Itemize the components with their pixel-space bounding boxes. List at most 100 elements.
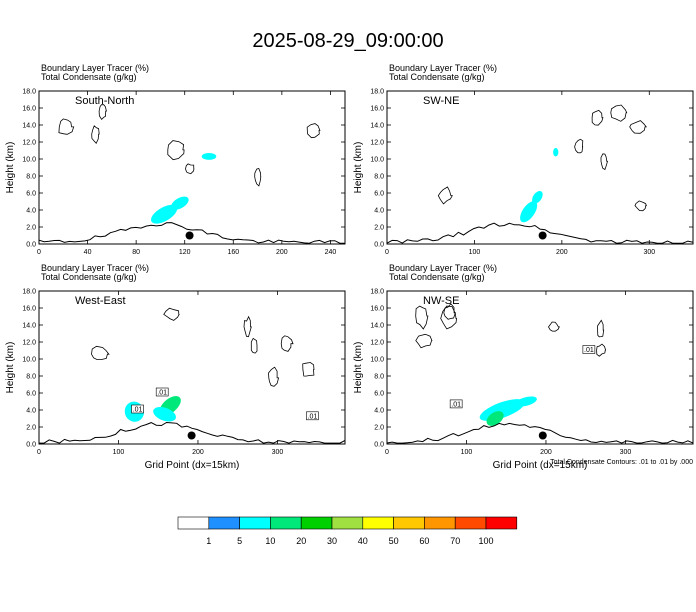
x-tick-label: 240 [325,249,337,256]
panel-header-line2: Total Condensate (g/kg) [389,72,485,82]
condensate-contour [250,337,258,354]
y-tick-label: 0.0 [374,442,384,449]
y-tick-label: 16.0 [22,106,36,113]
condensate-contour [163,307,180,321]
y-tick-label: 2.0 [26,225,36,232]
contour-label: .01 [584,347,594,354]
y-tick-label: 12.0 [370,140,384,147]
x-axis-label: Grid Point (dx=15km) [493,460,588,471]
panel-header-line2: Total Condensate (g/kg) [41,72,137,82]
condensate-contour [91,345,110,360]
location-marker [185,231,194,240]
x-tick-label: 200 [276,249,288,256]
chart-panel: Boundary Layer Tracer (%)Total Condensat… [5,263,346,471]
y-tick-label: 12.0 [22,340,36,347]
y-tick-label: 18.0 [22,89,36,96]
x-tick-label: 300 [620,449,632,456]
tracer-blob [201,153,217,160]
y-tick-label: 14.0 [22,323,36,330]
panel-header-line1: Boundary Layer Tracer (%) [41,263,149,273]
condensate-contour [600,153,609,171]
x-tick-label: 100 [461,449,473,456]
colorbar-label: 70 [450,536,460,546]
tracer-blob [171,196,189,210]
y-tick-label: 2.0 [26,425,36,432]
contour-label: .01 [133,407,143,414]
y-tick-label: 10.0 [370,157,384,164]
y-axis-label: Height (km) [353,342,364,394]
y-tick-label: 18.0 [22,289,36,296]
contour-label-box [449,399,463,409]
contour-label: .01 [157,390,167,397]
plot-area [387,291,693,444]
panel-label: SW-NE [423,95,459,107]
colorbar-label: 20 [296,536,306,546]
condensate-contour [548,321,560,332]
plot-area [39,91,345,244]
plot-frame [386,290,694,445]
plot-area [39,291,345,444]
x-tick-label: 0 [37,449,41,456]
y-tick-label: 8.0 [26,374,36,381]
plot-frame [38,90,346,245]
y-tick-label: 10.0 [22,157,36,164]
y-tick-label: 8.0 [374,174,384,181]
condensate-contour [415,333,433,349]
condensate-contour [254,168,262,187]
colorbar-label: 30 [327,536,337,546]
condensate-contour [440,305,458,330]
y-tick-label: 4.0 [374,208,384,215]
panel-header-line1: Boundary Layer Tracer (%) [41,63,149,73]
plot-area [387,91,693,244]
y-tick-label: 2.0 [374,225,384,232]
y-tick-label: 14.0 [370,323,384,330]
colorbar-swatch [424,516,456,530]
tracer-blob [532,191,543,204]
colorbar-swatch [485,516,518,530]
tracer-blob [553,147,559,157]
colorbar-label: 40 [358,536,368,546]
terrain-profile [386,422,694,444]
panel-header-line1: Boundary Layer Tracer (%) [389,263,497,273]
y-tick-label: 16.0 [370,306,384,313]
colorbar-swatch [331,516,364,530]
y-tick-label: 4.0 [26,208,36,215]
colorbar-swatch [208,516,240,530]
y-tick-label: 0.0 [374,242,384,249]
condensate-contour [185,163,195,175]
colorbar-label: 5 [237,536,242,546]
y-tick-label: 6.0 [374,391,384,398]
panel-header-line1: Boundary Layer Tracer (%) [389,63,497,73]
y-tick-label: 12.0 [370,340,384,347]
condensate-contour [634,200,647,212]
location-marker [187,431,196,440]
panel-label: West-East [75,295,126,307]
x-tick-label: 0 [37,249,41,256]
condensate-contour [415,305,429,330]
tracer-blob [515,396,537,407]
y-tick-label: 2.0 [374,425,384,432]
y-tick-label: 14.0 [22,123,36,130]
y-axis-label: Height (km) [5,142,16,194]
colorbar-swatch [393,516,425,530]
condensate-contour [574,138,584,154]
y-tick-label: 6.0 [26,191,36,198]
contour-note: Total Condensate Contours: .01 to .01 by… [550,459,693,466]
condensate-contour [306,123,321,139]
y-tick-label: 8.0 [374,374,384,381]
condensate-contour [167,140,185,161]
plot-frame [38,290,346,445]
colorbar-swatch [270,516,302,530]
colorbar-swatch [362,516,394,530]
terrain-profile [386,222,694,245]
main-title: 2025-08-29_09:00:00 [252,30,444,52]
y-tick-label: 6.0 [374,191,384,198]
colorbar-label: 50 [389,536,399,546]
colorbar: 1 5 10 20 30 40 50 60 70 100 [177,516,518,546]
tracer-blob [486,411,504,426]
x-tick-label: 200 [540,449,552,456]
x-tick-label: 40 [84,249,92,256]
condensate-contour [268,366,280,387]
plot-frame [386,90,694,245]
